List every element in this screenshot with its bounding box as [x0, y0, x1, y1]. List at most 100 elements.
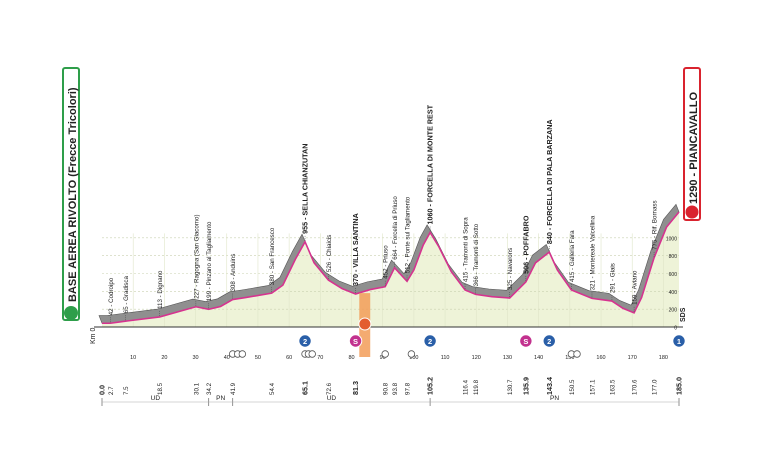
- sponsor-logo: SDS: [680, 307, 687, 322]
- km-label: 54.4: [269, 382, 276, 395]
- place-label: 415 - Tramonti di Sopra: [463, 217, 470, 282]
- distance-tick-label: 90: [380, 355, 386, 361]
- km-label: 143.4: [545, 377, 554, 395]
- place-label: 370 - VILLA SANTINA: [351, 213, 360, 286]
- kom-icon: [542, 334, 556, 348]
- place-label: 452 - Priuso: [383, 245, 390, 279]
- distance-tick-label: 10: [130, 355, 136, 361]
- km-label: 30.1: [193, 382, 200, 395]
- km-label: 93.8: [392, 382, 399, 395]
- sprint-icon: [348, 334, 363, 348]
- distance-tick-label: 180: [659, 355, 668, 361]
- distance-tick-label: 30: [193, 355, 199, 361]
- km-label: 65.1: [301, 381, 310, 395]
- place-label: 325 - Navarons: [507, 248, 514, 290]
- finish-banner: 1290 - PIANCAVALLO SDS: [680, 67, 701, 322]
- place-label: 42 - Codroipo: [108, 277, 115, 315]
- km-label: 105.2: [426, 377, 435, 395]
- km-label: 90.8: [383, 382, 390, 395]
- place-label: 526 - Chiaicis: [326, 235, 333, 273]
- place-label: 415 - Galleria Fara: [569, 230, 576, 282]
- km-label: 41.9: [230, 382, 237, 395]
- checkpoint-icon: [308, 350, 316, 358]
- elevation-tick-label: 400: [669, 290, 678, 296]
- marker-label: 2: [428, 337, 432, 346]
- marker-label: 2: [547, 337, 551, 346]
- km-label: 0.0: [98, 385, 107, 395]
- distance-tick-label: 160: [596, 355, 605, 361]
- km-label: 135.9: [521, 377, 530, 395]
- distance-tick-label: 140: [534, 355, 543, 361]
- place-label: 775 - Rif. Bornass: [652, 200, 659, 250]
- region-label: UD: [151, 395, 161, 402]
- place-label: 506 - POFFABRO: [521, 215, 530, 274]
- km-label: 163.5: [609, 379, 616, 395]
- km-label: 150.5: [569, 379, 576, 395]
- distance-tick-label: 120: [472, 355, 481, 361]
- feed-zone-icon: [358, 317, 372, 331]
- kom-icon: [672, 334, 686, 348]
- place-label: 227 - Ragogna (San Giacomo): [193, 214, 200, 298]
- elevation-tick-label: 800: [669, 254, 678, 260]
- elevation-tick-label: 600: [669, 272, 678, 278]
- km-label: 97.8: [405, 382, 412, 395]
- distance-tick-label: 150: [565, 355, 574, 361]
- elevation-tick-label: 1000: [666, 236, 677, 242]
- checkpoint-icon: [381, 350, 389, 358]
- place-label: 159 - Aviano: [632, 270, 639, 305]
- distance-tick-label: 50: [255, 355, 261, 361]
- distance-tick-label: 170: [628, 355, 637, 361]
- kom-icon: [298, 334, 312, 348]
- place-label: 199 - Pinzano al Tagliamento: [206, 221, 213, 301]
- profile-line: [102, 211, 680, 325]
- distance-tick-label: 100: [409, 355, 418, 361]
- km-label: 185.0: [675, 377, 684, 395]
- place-label: 291 - Giais: [609, 263, 616, 293]
- region-label: PN: [216, 395, 225, 402]
- region-label: UD: [327, 395, 337, 402]
- marker-label: S: [353, 337, 358, 346]
- place-label: 366 - Tramonti di Sotto: [473, 223, 480, 286]
- place-label: 955 - SELLA CHIANZUTAN: [301, 144, 310, 234]
- km-label: 2.7: [108, 386, 115, 395]
- sprint-icon: [519, 334, 533, 348]
- region-bar: UD PN UD PN: [101, 395, 680, 406]
- km-label: 34.2: [206, 382, 213, 395]
- distance-tick-label: 40: [224, 355, 230, 361]
- km-label: 157.1: [589, 379, 596, 395]
- kom-icon: [423, 334, 437, 348]
- km-labels: 0.0 2.7 7.5 18.5 30.1 34.2 41.9 54.4 65.1 72.6 81.…: [98, 377, 684, 395]
- distance-tick-label: 110: [441, 355, 450, 361]
- place-label: 65 - Gradisca: [123, 276, 130, 314]
- km0-label: Km 0: [90, 328, 97, 344]
- start-banner: BASE AEREA RIVOLTO (Frecce Tricolori) Km …: [62, 67, 97, 344]
- finish-bike-icon: [685, 205, 699, 219]
- start-title: BASE AEREA RIVOLTO (Frecce Tricolori): [67, 87, 79, 302]
- place-label: 664 - Forcella di Priuso: [392, 196, 399, 260]
- region-label: PN: [550, 395, 559, 402]
- place-label: 840 - FORCELLA DI PALA BARZANA: [545, 119, 554, 244]
- markers: 2 S 2 S 2 1: [228, 317, 686, 358]
- km-label: 130.7: [507, 379, 514, 395]
- marker-label: S: [523, 337, 528, 346]
- distance-tick-label: 20: [161, 355, 167, 361]
- elevation-tick-label: 200: [669, 308, 678, 314]
- distance-tick-label: 70: [317, 355, 323, 361]
- km-label: 116.4: [463, 379, 470, 395]
- km-label: 177.0: [652, 379, 659, 395]
- place-label: 380 - San Francesco: [269, 227, 276, 285]
- km-label: 119.8: [473, 379, 480, 395]
- place-label: 321 - Montereale Valcellina: [589, 215, 596, 290]
- place-labels: 42 - Codroipo 65 - Gradisca 113 - Dignano 2…: [108, 104, 659, 324]
- km-label: 72.6: [326, 382, 333, 395]
- start-bike-icon: [64, 306, 78, 320]
- checkpoint-icon: [238, 350, 247, 358]
- place-label: 308 - Anduins: [230, 254, 237, 292]
- distance-tick-label: 80: [348, 355, 354, 361]
- km-label: 81.3: [351, 381, 360, 395]
- km-label: 170.6: [632, 379, 639, 395]
- marker-label: 2: [303, 337, 307, 346]
- place-label: 113 - Dignano: [157, 270, 164, 309]
